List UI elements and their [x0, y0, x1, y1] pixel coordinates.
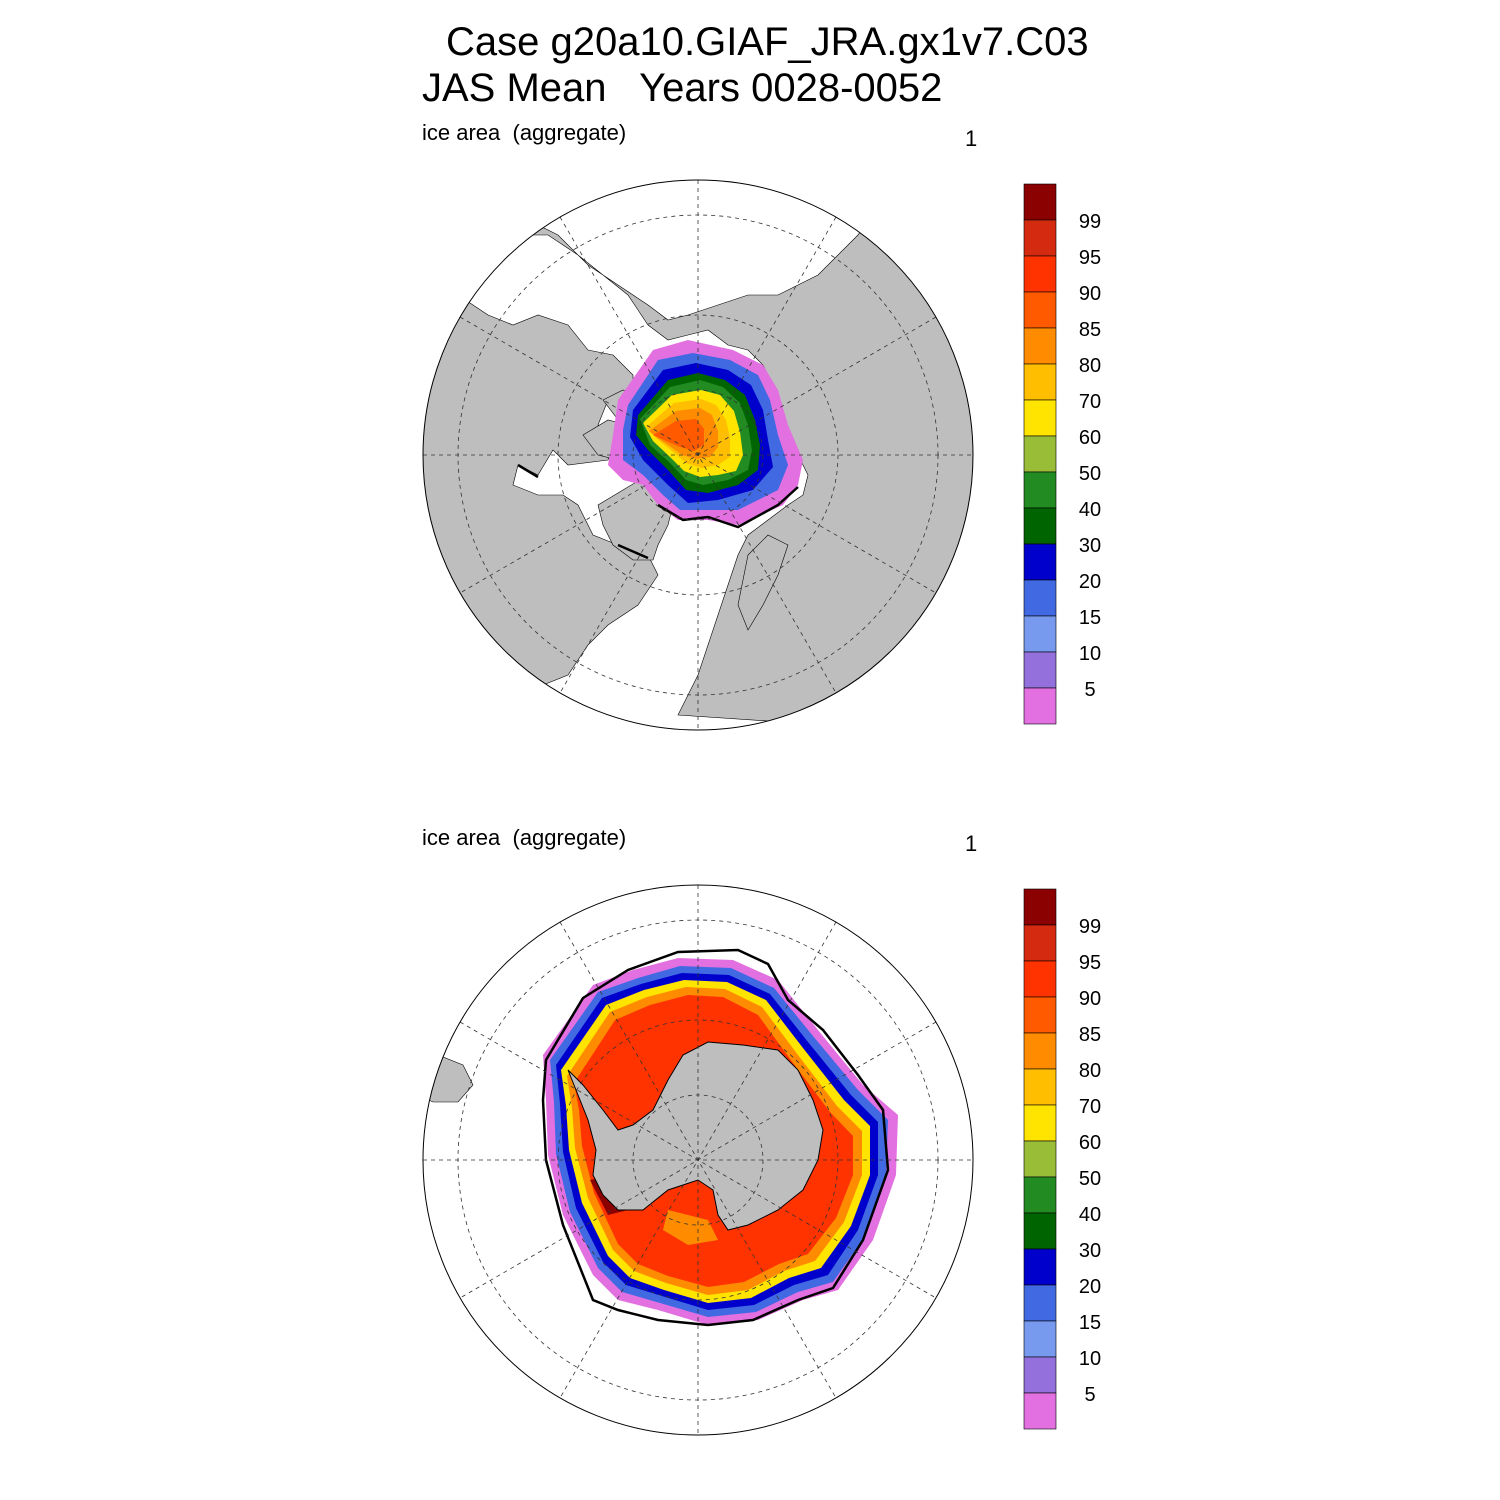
- colorbar-label: 99: [1079, 211, 1101, 233]
- north-polar-map: [422, 179, 974, 731]
- colorbar-swatch: [1023, 435, 1057, 473]
- colorbar-label: 80: [1079, 1060, 1101, 1082]
- colorbar-label: 85: [1079, 1024, 1101, 1046]
- colorbar-label: 15: [1079, 1312, 1101, 1334]
- north-land-scandinavia: [737, 534, 789, 631]
- colorbar-swatch: [1023, 1104, 1057, 1142]
- colorbar-swatch: [1023, 1356, 1057, 1394]
- north-panel-label: ice area (aggregate): [422, 120, 627, 145]
- colorbar-swatch: [1023, 255, 1057, 293]
- colorbar-swatch: [1023, 1284, 1057, 1322]
- colorbar-label: 30: [1079, 1240, 1101, 1262]
- colorbar-swatch: [1023, 1068, 1057, 1106]
- colorbar-swatch: [1023, 615, 1057, 653]
- colorbar-label: 50: [1079, 463, 1101, 485]
- colorbar-swatch: [1023, 651, 1057, 689]
- colorbar-swatch: [1023, 924, 1057, 962]
- colorbar-label: 20: [1079, 1276, 1101, 1298]
- colorbar-label: 60: [1079, 1132, 1101, 1154]
- colorbar-label: 5: [1084, 679, 1095, 701]
- colorbar-label: 95: [1079, 247, 1101, 269]
- colorbar-label: 70: [1079, 1096, 1101, 1118]
- colorbar-swatch: [1023, 1392, 1057, 1430]
- south-land-antarctica: [567, 1041, 824, 1231]
- colorbar-swatch: [1023, 579, 1057, 617]
- colorbar-label: 30: [1079, 535, 1101, 557]
- colorbar-swatch: [1023, 1212, 1057, 1250]
- colorbar-swatch: [1023, 1320, 1057, 1358]
- colorbar-label: 85: [1079, 319, 1101, 341]
- colorbar-swatch: [1023, 687, 1057, 725]
- colorbar-label: 40: [1079, 1204, 1101, 1226]
- north-panel-number: 1: [965, 126, 978, 151]
- colorbar-swatch: [1023, 996, 1057, 1034]
- colorbar-swatch: [1023, 327, 1057, 365]
- colorbar-swatch: [1023, 1140, 1057, 1178]
- colorbar-swatch: [1023, 363, 1057, 401]
- colorbar-swatch: [1023, 471, 1057, 509]
- colorbar-label: 90: [1079, 283, 1101, 305]
- south-grid: [423, 885, 973, 1435]
- colorbar-label: 40: [1079, 499, 1101, 521]
- colorbar-label: 50: [1079, 1168, 1101, 1190]
- colorbar-swatch: [1023, 1176, 1057, 1214]
- south-panel-label: ice area (aggregate): [422, 825, 627, 850]
- colorbar-label: 60: [1079, 427, 1101, 449]
- colorbar-swatch: [1023, 888, 1057, 926]
- north-panel: ice area (aggregate) 1: [0, 0, 1500, 731]
- south-panel-number: 1: [965, 831, 978, 856]
- north-grid: [423, 180, 973, 730]
- south-polar-map: [422, 884, 974, 1436]
- colorbar-label: 15: [1079, 607, 1101, 629]
- colorbar-label: 10: [1079, 1348, 1101, 1370]
- colorbar-label: 95: [1079, 952, 1101, 974]
- colorbar-swatch: [1023, 543, 1057, 581]
- colorbar-label: 80: [1079, 355, 1101, 377]
- colorbar-swatch: [1023, 183, 1057, 221]
- colorbar-swatch: [1023, 219, 1057, 257]
- colorbar-label: 5: [1084, 1384, 1095, 1406]
- south-panel: ice area (aggregate) 1: [0, 705, 1500, 1436]
- colorbar-label: 10: [1079, 643, 1101, 665]
- colorbar-swatch: [1023, 291, 1057, 329]
- colorbar-label: 90: [1079, 988, 1101, 1010]
- colorbar-swatch: [1023, 507, 1057, 545]
- south-ice-edge-contour: [541, 948, 890, 1327]
- north-colorbar: 99 95 90 85 80 70 60 50 40 30 20 15 10 5: [1023, 183, 1101, 725]
- figure-title-period: JAS Mean Years 0028-0052: [422, 66, 943, 110]
- colorbar-label: 99: [1079, 916, 1101, 938]
- colorbar-label: 20: [1079, 571, 1101, 593]
- colorbar-swatch: [1023, 1248, 1057, 1286]
- colorbar-swatch: [1023, 1032, 1057, 1070]
- colorbar-swatch: [1023, 399, 1057, 437]
- south-colorbar: 99 95 90 85 80 70 60 50 40 30 20 15 10 5: [1023, 888, 1101, 1430]
- colorbar-swatch: [1023, 960, 1057, 998]
- figure-title-case: Case g20a10.GIAF_JRA.gx1v7.C03: [446, 20, 1089, 64]
- colorbar-label: 70: [1079, 391, 1101, 413]
